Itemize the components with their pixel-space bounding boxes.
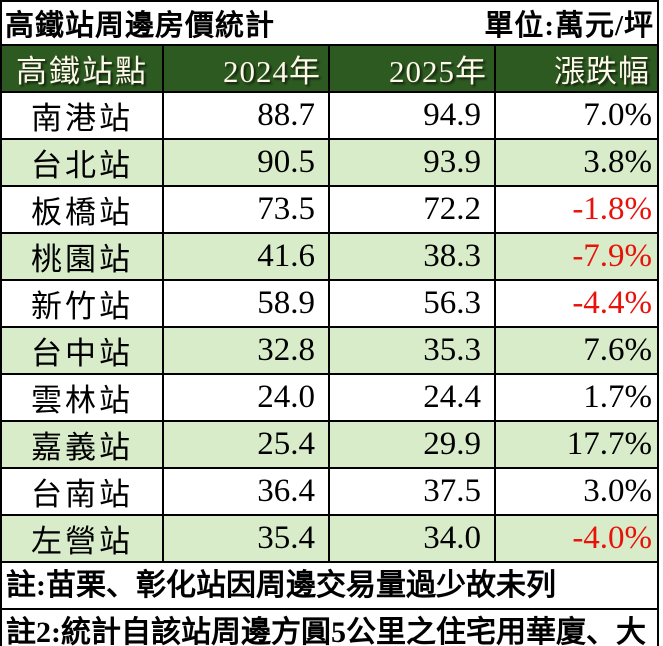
- change-cell: 7.6%: [493, 326, 660, 375]
- price-2024-cell: 58.9: [162, 279, 330, 328]
- price-2024-cell: 88.7: [162, 91, 330, 140]
- price-2025-cell: 35.3: [328, 326, 496, 375]
- change-cell: -7.9%: [493, 232, 660, 281]
- change-cell: -1.8%: [493, 185, 660, 234]
- change-cell: -4.0%: [493, 514, 660, 563]
- header-change: 漲跌幅: [493, 44, 660, 93]
- price-2024-cell: 25.4: [162, 420, 330, 469]
- table-row: 新竹站 58.9 56.3 -4.4%: [0, 279, 660, 328]
- station-cell: 新竹站: [0, 279, 164, 328]
- title-row: 高鐵站周邊房價統計 單位:萬元/坪: [0, 0, 660, 45]
- price-2024-cell: 32.8: [162, 326, 330, 375]
- price-2025-cell: 37.5: [328, 467, 496, 516]
- price-2025-cell: 56.3: [328, 279, 496, 328]
- table-row: 板橋站 73.5 72.2 -1.8%: [0, 185, 660, 234]
- station-cell: 雲林站: [0, 373, 164, 422]
- price-2025-cell: 24.4: [328, 373, 496, 422]
- table-row: 桃園站 41.6 38.3 -7.9%: [0, 232, 660, 281]
- price-2025-cell: 38.3: [328, 232, 496, 281]
- price-2025-cell: 72.2: [328, 185, 496, 234]
- station-cell: 板橋站: [0, 185, 164, 234]
- unit-label: 單位:萬元/坪: [484, 10, 655, 42]
- change-cell: 17.7%: [493, 420, 660, 469]
- price-2024-cell: 35.4: [162, 514, 330, 563]
- table-row: 嘉義站 25.4 29.9 17.7%: [0, 420, 660, 469]
- note-2-text: 註2:統計自該站周邊方圓5公里之住宅用華廈、大樓案件,並排除親人等特殊交易。: [0, 608, 660, 646]
- header-2025: 2025年: [328, 44, 496, 93]
- table-row: 南港站 88.7 94.9 7.0%: [0, 91, 660, 140]
- header-station: 高鐵站點: [0, 44, 164, 93]
- price-2024-cell: 73.5: [162, 185, 330, 234]
- price-2025-cell: 94.9: [328, 91, 496, 140]
- change-cell: 1.7%: [493, 373, 660, 422]
- price-2024-cell: 41.6: [162, 232, 330, 281]
- header-2024: 2024年: [162, 44, 330, 93]
- table-row: 台中站 32.8 35.3 7.6%: [0, 326, 660, 375]
- station-cell: 南港站: [0, 91, 164, 140]
- price-2025-cell: 34.0: [328, 514, 496, 563]
- table-header-row: 高鐵站點 2024年 2025年 漲跌幅: [0, 44, 660, 93]
- station-cell: 台南站: [0, 467, 164, 516]
- station-cell: 嘉義站: [0, 420, 164, 469]
- note-1-text: 註:苗栗、彰化站因周邊交易量過少故未列: [0, 561, 660, 610]
- change-cell: 3.8%: [493, 138, 660, 187]
- table-row: 雲林站 24.0 24.4 1.7%: [0, 373, 660, 422]
- page-title: 高鐵站周邊房價統計: [5, 10, 276, 42]
- note-row-2: 註2:統計自該站周邊方圓5公里之住宅用華廈、大樓案件,並排除親人等特殊交易。: [0, 608, 660, 646]
- note-row-1: 註:苗栗、彰化站因周邊交易量過少故未列: [0, 561, 660, 610]
- change-cell: 7.0%: [493, 91, 660, 140]
- price-2025-cell: 93.9: [328, 138, 496, 187]
- price-2024-cell: 24.0: [162, 373, 330, 422]
- change-cell: 3.0%: [493, 467, 660, 516]
- station-cell: 左營站: [0, 514, 164, 563]
- table-row: 台南站 36.4 37.5 3.0%: [0, 467, 660, 516]
- station-cell: 台中站: [0, 326, 164, 375]
- price-2025-cell: 29.9: [328, 420, 496, 469]
- table-row: 台北站 90.5 93.9 3.8%: [0, 138, 660, 187]
- price-2024-cell: 36.4: [162, 467, 330, 516]
- station-cell: 台北站: [0, 138, 164, 187]
- table-row: 左營站 35.4 34.0 -4.0%: [0, 514, 660, 563]
- station-cell: 桃園站: [0, 232, 164, 281]
- change-cell: -4.4%: [493, 279, 660, 328]
- price-2024-cell: 90.5: [162, 138, 330, 187]
